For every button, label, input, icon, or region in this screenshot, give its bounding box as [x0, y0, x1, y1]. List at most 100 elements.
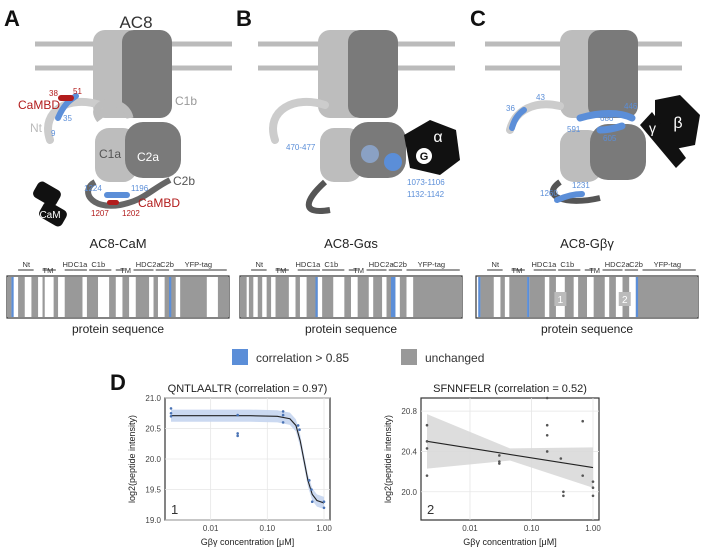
res-36: 36: [506, 104, 515, 113]
fit-line: [171, 415, 325, 504]
cam-protein: CaM: [33, 181, 67, 227]
unchanged-stripe: [109, 277, 116, 317]
camdb-label-bottom: CaMBD: [138, 196, 180, 210]
domain-label: TM: [120, 266, 131, 275]
res-1260: 1260: [540, 189, 558, 198]
domain-label: Nt: [23, 260, 31, 269]
domain-label: HD: [605, 260, 616, 269]
unchanged-stripe: [500, 277, 505, 317]
panel-b-letter: B: [236, 6, 252, 31]
data-point: [545, 434, 549, 437]
legend-swatch-correlation: [232, 349, 248, 365]
y-axis-label: log2(peptide intensity): [383, 415, 393, 503]
data-point: [322, 506, 326, 510]
cam-lobe-c: [39, 201, 67, 227]
res-686: 686: [600, 114, 614, 123]
res-38: 38: [49, 89, 58, 98]
res-1132-1142: 1132-1142: [407, 190, 445, 199]
unchanged-stripe: [53, 277, 59, 317]
data-point: [425, 474, 429, 477]
data-point: [498, 454, 501, 457]
x-tick-label: 0.01: [462, 524, 478, 533]
res-446: 446: [624, 102, 638, 111]
data-point: [591, 494, 595, 498]
domain-label: C1b: [91, 260, 105, 269]
x-axis-label: Gβγ concentration [μM]: [463, 537, 556, 547]
data-point: [425, 447, 429, 450]
data-point: [169, 407, 173, 410]
peptide-marker-1: 1: [558, 295, 564, 306]
domain-label: C2a: [616, 260, 631, 269]
correlated-stripe: [315, 277, 318, 317]
confidence-band: [171, 409, 324, 510]
unchanged-stripe: [240, 277, 247, 317]
chart-2: 20.0 20.4 20.8 0.01 0.10 1.00 SFNNFELR (correl…: [383, 383, 601, 547]
c2a-label: C2a: [137, 150, 159, 164]
data-point: [236, 434, 239, 438]
nt-segment: [509, 107, 527, 131]
legend-label-correlation: correlation > 0.85: [256, 351, 349, 365]
unchanged-stripe: [7, 277, 12, 317]
domain-label: C1a: [543, 260, 558, 269]
domain-label: C2b: [629, 260, 643, 269]
tm2-domain: [348, 30, 398, 118]
g-alpha-shape: [404, 120, 460, 175]
res-605: 605: [603, 134, 617, 143]
data-point: [498, 460, 501, 463]
data-point: [236, 413, 239, 417]
res-1224: 1224: [84, 184, 102, 193]
unchanged-stripe: [480, 277, 494, 317]
domain-label: C2b: [160, 260, 174, 269]
sequence-map-title: AC8-Gβγ: [560, 236, 614, 251]
data-point: [425, 423, 429, 427]
legend-label-unchanged: unchanged: [425, 351, 484, 365]
camdb-nt-segment: [55, 93, 79, 121]
correlated-stripe: [390, 277, 396, 317]
domain-label: Nt: [256, 260, 264, 269]
c1b-label: C1b: [175, 94, 197, 108]
unchanged-stripe: [373, 277, 383, 317]
y-tick-label: 20.5: [145, 425, 161, 434]
x-tick-label: 1.00: [316, 524, 332, 533]
unchanged-stripe: [322, 277, 334, 317]
c1a-label: C1a: [99, 147, 121, 161]
tm2-domain: [122, 30, 172, 118]
unchanged-stripe: [153, 277, 158, 317]
unchanged-stripe: [593, 277, 605, 317]
data-point: [581, 474, 584, 477]
data-point: [322, 500, 326, 504]
y-tick-label: 21.0: [145, 394, 161, 403]
c2b-tail: [305, 179, 331, 214]
y-tick-label: 20.0: [401, 488, 417, 497]
panel-c-letter: C: [470, 6, 486, 31]
unchanged-stripe: [357, 277, 369, 317]
x-tick-label: 0.10: [524, 524, 540, 533]
unchanged-stripe: [275, 277, 289, 317]
res-51: 51: [73, 87, 82, 96]
unchanged-stripe: [31, 277, 39, 317]
panel-b: B α G 470-477 1073-1106 1132-1142: [236, 6, 460, 214]
g-gamma-shape: [640, 112, 686, 168]
unchanged-stripe: [529, 277, 545, 317]
correlated-stripe: [11, 277, 14, 317]
data-point: [591, 480, 595, 483]
g-alpha-protein: α G: [404, 120, 460, 175]
correlated-stripe: [635, 277, 639, 317]
y-tick-label: 19.5: [145, 486, 161, 495]
gamma-symbol: γ: [649, 120, 656, 136]
unchanged-stripe: [180, 277, 207, 317]
unchanged-stripe: [217, 277, 229, 317]
correlated-stripe: [478, 277, 481, 317]
y-tick-label: 19.0: [145, 516, 161, 525]
data-point: [545, 423, 549, 427]
data-point: [169, 415, 173, 418]
res-1202: 1202: [122, 209, 140, 218]
sequence-xlabel: protein sequence: [305, 322, 397, 336]
unchanged-stripe: [18, 277, 25, 317]
unchanged-stripe: [509, 277, 528, 317]
data-point: [281, 421, 285, 424]
camdb-top-bar: [58, 95, 74, 101]
data-point: [236, 432, 239, 435]
